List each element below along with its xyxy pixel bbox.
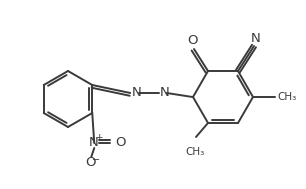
Text: −: − (92, 155, 100, 165)
Text: O: O (85, 156, 95, 170)
Text: CH₃: CH₃ (277, 92, 296, 102)
Text: +: + (95, 133, 103, 143)
Text: N: N (160, 87, 170, 99)
Text: O: O (115, 136, 126, 149)
Text: N: N (251, 32, 261, 45)
Text: N: N (89, 136, 99, 149)
Text: O: O (188, 33, 198, 46)
Text: N: N (132, 87, 142, 99)
Text: CH₃: CH₃ (185, 147, 205, 157)
